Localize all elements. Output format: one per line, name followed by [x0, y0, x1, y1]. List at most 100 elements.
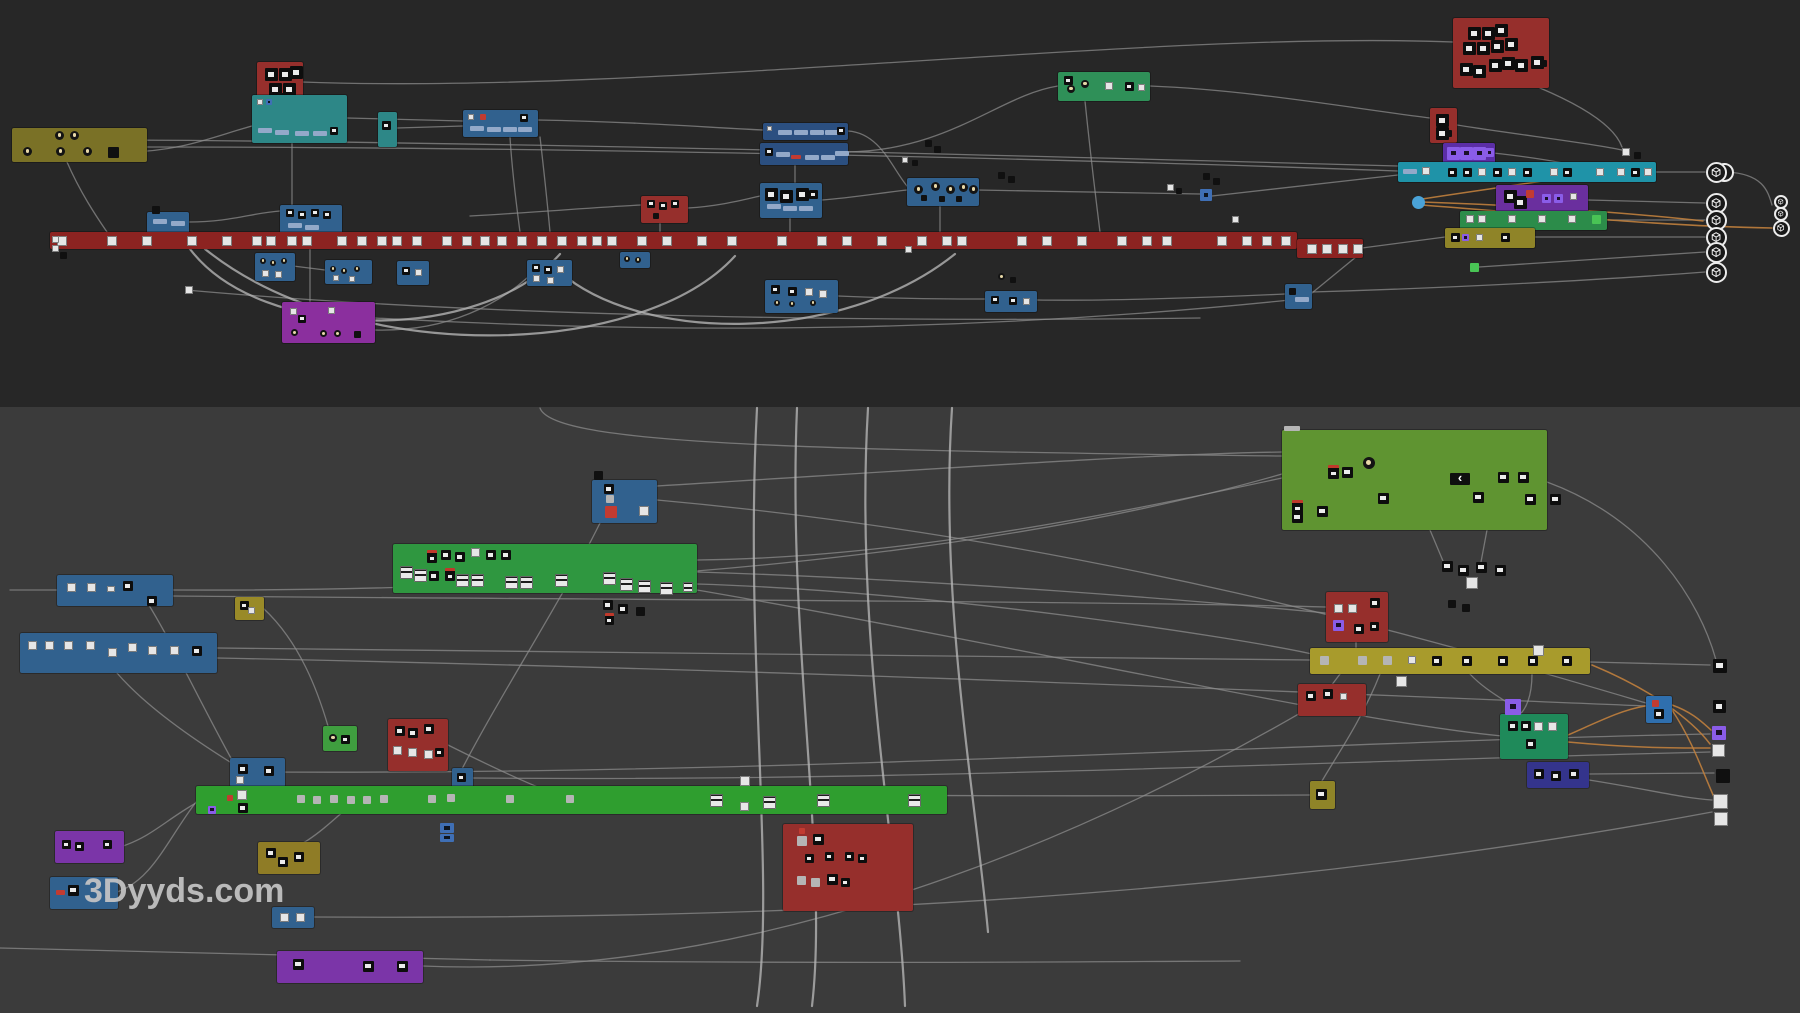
node[interactable] — [917, 236, 927, 246]
node[interactable] — [1009, 297, 1017, 305]
node[interactable] — [1460, 147, 1473, 160]
node[interactable] — [825, 130, 839, 135]
node[interactable] — [227, 795, 233, 801]
node[interactable] — [931, 182, 940, 191]
node[interactable] — [1495, 24, 1508, 37]
node[interactable] — [429, 571, 439, 581]
node[interactable] — [776, 152, 790, 157]
node[interactable] — [1450, 471, 1470, 485]
node[interactable] — [1333, 620, 1344, 631]
node[interactable] — [185, 286, 193, 294]
node[interactable] — [1554, 194, 1563, 203]
node[interactable] — [1320, 656, 1329, 665]
node[interactable] — [288, 223, 302, 228]
node[interactable] — [1631, 168, 1640, 177]
node[interactable] — [605, 506, 617, 518]
node[interactable] — [810, 130, 824, 135]
node[interactable] — [55, 131, 64, 140]
node[interactable] — [313, 131, 327, 136]
node[interactable] — [1501, 233, 1510, 242]
group-red-mid-right[interactable] — [1326, 592, 1388, 642]
node[interactable] — [1176, 188, 1182, 194]
node[interactable] — [480, 236, 490, 246]
node[interactable] — [566, 795, 574, 803]
node[interactable] — [957, 236, 967, 246]
node[interactable] — [1505, 699, 1521, 715]
node[interactable] — [1370, 622, 1379, 631]
node[interactable] — [1521, 721, 1531, 731]
group-purple-right[interactable] — [1496, 185, 1588, 213]
node[interactable] — [788, 287, 797, 296]
node[interactable] — [400, 566, 413, 579]
node[interactable] — [603, 600, 613, 610]
node[interactable] — [520, 576, 533, 589]
node[interactable] — [1460, 63, 1473, 76]
group-yellow-small[interactable] — [235, 597, 264, 620]
node[interactable] — [280, 913, 289, 922]
node[interactable] — [408, 748, 417, 757]
output-node[interactable] — [1705, 241, 1727, 263]
node[interactable] — [942, 236, 952, 246]
node[interactable] — [1017, 236, 1027, 246]
node[interactable] — [914, 185, 923, 194]
node[interactable] — [1448, 600, 1456, 608]
node[interactable] — [447, 794, 455, 802]
node[interactable] — [1505, 38, 1518, 51]
node[interactable] — [660, 582, 673, 595]
node[interactable] — [257, 99, 263, 105]
node[interactable] — [456, 574, 469, 587]
node[interactable] — [192, 646, 202, 656]
node[interactable] — [606, 495, 614, 503]
group-lime-big[interactable] — [1282, 430, 1561, 530]
node[interactable] — [393, 746, 402, 755]
node[interactable] — [998, 172, 1005, 179]
node[interactable] — [1342, 467, 1353, 478]
node[interactable] — [1570, 193, 1577, 200]
node[interactable] — [486, 550, 496, 560]
node[interactable] — [1348, 604, 1357, 613]
node[interactable] — [1125, 82, 1134, 91]
group-emerald[interactable] — [1500, 714, 1568, 759]
node[interactable] — [797, 876, 806, 885]
node[interactable] — [1105, 82, 1113, 90]
node[interactable] — [349, 276, 355, 282]
node[interactable] — [1569, 769, 1579, 779]
node[interactable] — [1363, 457, 1375, 469]
node[interactable] — [1458, 565, 1469, 576]
node[interactable] — [330, 266, 336, 272]
node[interactable] — [1713, 700, 1726, 713]
node[interactable] — [354, 266, 360, 272]
node[interactable] — [270, 260, 276, 266]
node[interactable] — [487, 127, 501, 132]
node[interactable] — [805, 288, 813, 296]
node[interactable] — [1542, 194, 1551, 203]
node[interactable] — [328, 307, 335, 314]
node[interactable] — [1592, 215, 1601, 224]
node[interactable] — [237, 790, 247, 800]
node[interactable] — [1550, 494, 1561, 505]
node[interactable] — [1550, 168, 1558, 176]
node[interactable] — [1383, 656, 1392, 665]
group-blue-bb3[interactable] — [527, 260, 572, 286]
node[interactable] — [470, 126, 484, 131]
node[interactable] — [148, 646, 157, 655]
node[interactable] — [1295, 297, 1309, 302]
node[interactable] — [1284, 426, 1300, 431]
node[interactable] — [45, 641, 54, 650]
node[interactable] — [435, 748, 444, 757]
group-teal-topleft[interactable] — [252, 95, 347, 143]
group-blue-small-under[interactable] — [620, 252, 650, 268]
node[interactable] — [471, 574, 484, 587]
node[interactable] — [805, 155, 819, 160]
node[interactable] — [414, 569, 427, 582]
node[interactable] — [323, 211, 331, 219]
node[interactable] — [1652, 700, 1659, 707]
node[interactable] — [1596, 168, 1604, 176]
node[interactable] — [1462, 656, 1472, 666]
node[interactable] — [330, 127, 338, 135]
node[interactable] — [363, 796, 371, 804]
node[interactable] — [506, 795, 514, 803]
node[interactable] — [1617, 168, 1625, 176]
node[interactable] — [347, 796, 355, 804]
node[interactable] — [275, 130, 289, 135]
